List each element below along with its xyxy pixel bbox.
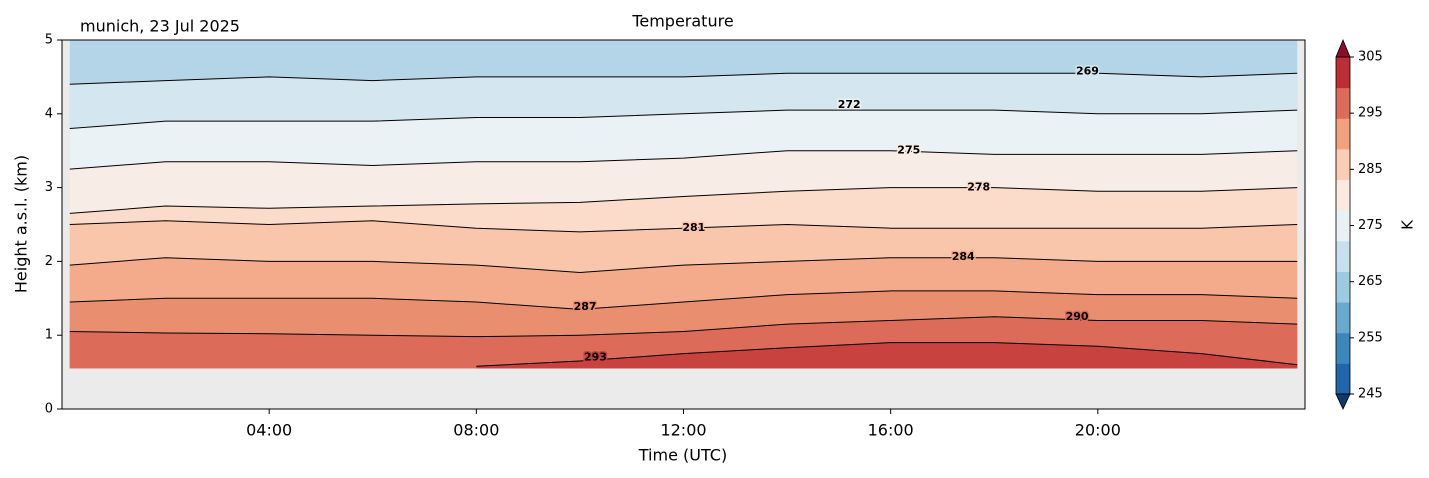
colorbar-segment bbox=[1336, 363, 1350, 395]
y-tick-label: 5 bbox=[45, 33, 53, 48]
y-tick-label: 0 bbox=[45, 402, 53, 417]
x-tick-label: 20:00 bbox=[1075, 421, 1121, 440]
contour-label: 272 bbox=[838, 98, 861, 111]
contour-line bbox=[69, 316, 1298, 338]
contour-label: 287 bbox=[574, 300, 597, 313]
contour-label: 290 bbox=[1066, 310, 1089, 323]
colorbar-extend-high bbox=[1335, 38, 1351, 58]
contour-label: 284 bbox=[952, 250, 975, 263]
y-tick-label: 3 bbox=[45, 180, 53, 195]
y-tick-label: 2 bbox=[45, 254, 53, 269]
colorbar-segment bbox=[1336, 179, 1350, 211]
contour-line bbox=[69, 257, 1298, 273]
colorbar-extend-low bbox=[1335, 393, 1351, 410]
colorbar-segment bbox=[1336, 302, 1350, 334]
contour-line bbox=[69, 109, 1298, 130]
colorbar-tick-label: 295 bbox=[1358, 106, 1383, 121]
contour-label: 281 bbox=[682, 221, 705, 234]
contour-label: 275 bbox=[897, 144, 920, 157]
contour-label: 269 bbox=[1076, 65, 1099, 78]
temperature-band bbox=[476, 342, 1298, 369]
contour-line bbox=[69, 72, 1298, 85]
y-axis-label: Height a.s.l. (km) bbox=[12, 155, 31, 293]
colorbar-segment bbox=[1336, 271, 1350, 303]
colorbar-tick-label: 245 bbox=[1358, 387, 1383, 402]
x-tick-label: 08:00 bbox=[453, 421, 499, 440]
x-tick-label: 12:00 bbox=[660, 421, 706, 440]
colorbar-tick-label: 305 bbox=[1358, 50, 1383, 65]
colorbar-tick-label: 285 bbox=[1358, 162, 1383, 177]
y-tick-label: 4 bbox=[45, 106, 53, 121]
annotation: munich, 23 Jul 2025 bbox=[80, 17, 240, 36]
contour-line bbox=[69, 187, 1298, 214]
chart-title: Temperature bbox=[631, 12, 733, 31]
contour-line bbox=[476, 342, 1298, 367]
colorbar-tick-label: 255 bbox=[1358, 330, 1383, 345]
colorbar-segment bbox=[1336, 332, 1350, 364]
colorbar-tick-label: 265 bbox=[1358, 274, 1383, 289]
colorbar-segment bbox=[1336, 87, 1350, 119]
colorbar-segment bbox=[1336, 57, 1350, 89]
colorbar-label: K bbox=[1399, 219, 1417, 230]
y-tick-label: 1 bbox=[45, 328, 53, 343]
colorbar-segment bbox=[1336, 118, 1350, 150]
contour-label: 278 bbox=[967, 181, 990, 194]
x-tick-label: 04:00 bbox=[246, 421, 292, 440]
colorbar-tick-label: 275 bbox=[1358, 218, 1383, 233]
contour-line bbox=[69, 220, 1298, 233]
x-axis-label: Time (UTC) bbox=[638, 446, 727, 465]
contour-line bbox=[69, 290, 1298, 310]
colorbar-segment bbox=[1336, 240, 1350, 272]
contour-label: 293 bbox=[584, 350, 607, 363]
contour-line bbox=[69, 150, 1298, 170]
colorbar-segment bbox=[1336, 148, 1350, 181]
colorbar-segment bbox=[1336, 210, 1350, 242]
x-tick-label: 16:00 bbox=[868, 421, 914, 440]
plot-area: 269 272 275 278 281 284 287 290 293 bbox=[61, 39, 1306, 410]
